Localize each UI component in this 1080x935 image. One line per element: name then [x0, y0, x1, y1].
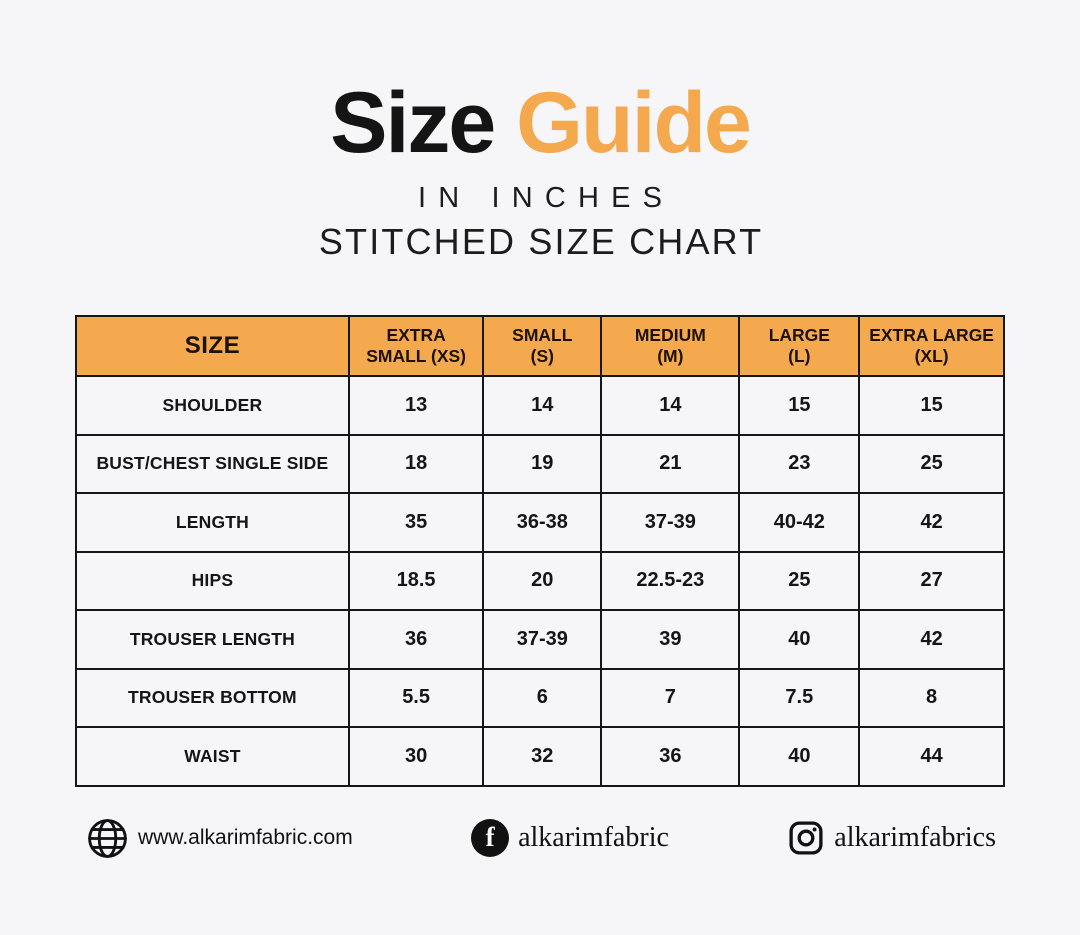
page-title: Size Guide [0, 80, 1080, 166]
size-chart-table: SIZE EXTRA SMALL (XS) SMALL (S) MEDIUM (M) LARG… [75, 315, 1005, 787]
size-value-cell: 36 [600, 726, 741, 787]
row-label: TROUSER BOTTOM [75, 667, 350, 728]
size-value-cell: 14 [600, 375, 741, 436]
size-value-cell: 22.5-23 [600, 550, 741, 611]
website-link: www.alkarimfabric.com [86, 817, 353, 860]
facebook-icon: f [471, 819, 510, 857]
table-row: BUST/CHEST SINGLE SIDE 18 19 21 23 25 [75, 433, 1005, 494]
size-value-cell: 23 [738, 433, 861, 494]
size-value-cell: 25 [738, 550, 861, 611]
size-value-cell: 6 [482, 667, 603, 728]
size-value-cell: 40 [738, 609, 861, 670]
size-value-cell: 7.5 [738, 667, 861, 728]
row-label: LENGTH [75, 492, 350, 553]
row-label: BUST/CHEST SINGLE SIDE [75, 433, 350, 494]
table-row: TROUSER BOTTOM 5.5 6 7 7.5 8 [75, 667, 1005, 728]
title-word-size: Size [330, 75, 496, 171]
website-url: www.alkarimfabric.com [138, 826, 353, 849]
size-value-cell: 37-39 [600, 492, 741, 553]
instagram-link: alkarimfabrics [787, 819, 996, 857]
table-row: SHOULDER 13 14 14 15 15 [75, 375, 1005, 436]
size-value-cell: 8 [858, 667, 1005, 728]
size-value-cell: 20 [482, 550, 603, 611]
globe-icon [86, 817, 129, 860]
size-value-cell: 36-38 [482, 492, 603, 553]
row-label: WAIST [75, 726, 350, 787]
subtitle-in-inches: IN INCHES [417, 182, 675, 214]
size-value-cell: 30 [347, 726, 485, 787]
row-label: TROUSER LENGTH [75, 609, 350, 670]
row-label: SHOULDER [75, 375, 350, 436]
column-header-medium-m: MEDIUM (M) [600, 315, 741, 377]
size-value-cell: 21 [600, 433, 741, 494]
size-value-cell: 40-42 [738, 492, 861, 553]
table-row: TROUSER LENGTH 36 37-39 39 40 42 [75, 609, 1005, 670]
instagram-handle: alkarimfabrics [834, 822, 996, 853]
column-header-large-l: LARGE (L) [738, 315, 861, 377]
size-value-cell: 14 [482, 375, 603, 436]
column-header-extra-large-xl: EXTRA LARGE (XL) [858, 315, 1005, 377]
size-value-cell: 18.5 [347, 550, 485, 611]
instagram-icon [787, 819, 825, 857]
size-value-cell: 15 [858, 375, 1005, 436]
table-row: WAIST 30 32 36 40 44 [75, 726, 1005, 787]
size-value-cell: 42 [858, 609, 1005, 670]
table-row: HIPS 18.5 20 22.5-23 25 27 [75, 550, 1005, 611]
size-chart-header: SIZE EXTRA SMALL (XS) SMALL (S) MEDIUM (M) LARG… [75, 315, 1005, 377]
row-label: HIPS [75, 550, 350, 611]
subtitle-stitched-size-chart: STITCHED SIZE CHART [318, 221, 764, 262]
facebook-link: f alkarimfabric [471, 819, 669, 857]
facebook-icon-glyph: f [485, 821, 495, 852]
footer: www.alkarimfabric.com f alkarimfabric al… [86, 812, 996, 864]
size-value-cell: 35 [347, 492, 485, 553]
column-header-extra-small-xs: EXTRA SMALL (XS) [347, 315, 485, 377]
size-value-cell: 19 [482, 433, 603, 494]
column-header-small-s: SMALL (S) [482, 315, 603, 377]
size-value-cell: 37-39 [482, 609, 603, 670]
size-value-cell: 32 [482, 726, 603, 787]
size-value-cell: 36 [347, 609, 485, 670]
size-value-cell: 5.5 [347, 667, 485, 728]
size-value-cell: 44 [858, 726, 1005, 787]
size-value-cell: 13 [347, 375, 485, 436]
title-word-guide: Guide [516, 75, 752, 171]
size-value-cell: 40 [738, 726, 861, 787]
size-value-cell: 27 [858, 550, 1005, 611]
header-row: SIZE EXTRA SMALL (XS) SMALL (S) MEDIUM (M) LARG… [75, 315, 1005, 377]
facebook-handle: alkarimfabric [518, 822, 669, 853]
table-row: LENGTH 35 36-38 37-39 40-42 42 [75, 492, 1005, 553]
header: Size Guide IN INCHES STITCHED SIZE CHART [0, 0, 1080, 263]
size-value-cell: 39 [600, 609, 741, 670]
size-value-cell: 42 [858, 492, 1005, 553]
size-value-cell: 18 [347, 433, 485, 494]
size-value-cell: 7 [600, 667, 741, 728]
size-value-cell: 15 [738, 375, 861, 436]
column-header-size: SIZE [75, 315, 350, 377]
size-value-cell: 25 [858, 433, 1005, 494]
size-chart-body: SHOULDER 13 14 14 15 15 BUST/CHEST SINGLE SIDE… [75, 375, 1005, 787]
